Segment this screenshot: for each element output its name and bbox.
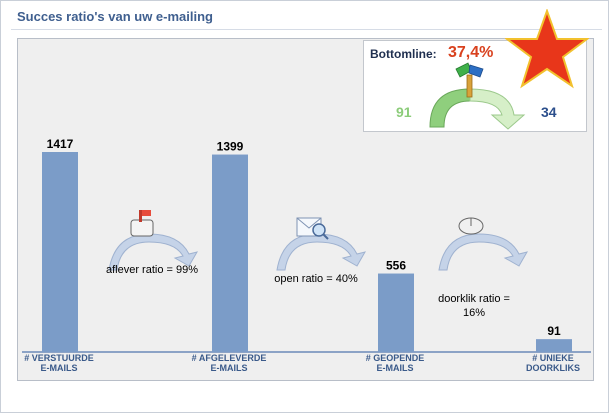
title-divider [11,29,602,30]
arrow-icon [469,88,526,130]
category-label-line: E-MAILS [376,363,414,373]
data-label-4: 91 [547,324,561,338]
page-title: Succes ratio's van uw e-mailing [17,9,213,24]
bottomline-value: 37,4% [448,44,494,61]
ratio-label-1: aflever ratio = 99% [87,263,217,277]
ratio-arrow-3 [438,233,529,271]
mailbox-icon [130,210,154,237]
ratio-label-line: open ratio = 40% [274,273,358,285]
bottomline-left-value: 91 [396,104,412,120]
ratio-label-line: aflever ratio = 99% [105,264,199,276]
data-label-1: 1417 [47,137,74,151]
category-label-line: E-MAILS [210,363,248,373]
mouse-icon [458,217,484,235]
category-label-line: # GEOPENDE [365,353,425,363]
category-label-2: # AFGELEVERDE E-MAILS [184,353,274,373]
category-label-line: E-MAILS [40,363,78,373]
category-label-line: DOORKLIKS [526,363,580,373]
bottomline-label: Bottomline: [370,47,437,61]
open-envelope-icon [296,217,329,240]
category-label-1: # VERSTUURDE E-MAILS [19,353,99,373]
category-label-4: # UNIEKE DOORKLIKS [517,353,589,373]
category-label-3: # GEOPENDE E-MAILS [355,353,435,373]
ratio-arrow-2 [276,233,367,271]
star-icon [505,9,589,89]
ratio-label-3: doorklik ratio = 16% [419,292,529,320]
ratio-label-2: open ratio = 40% [257,272,375,286]
bar-2 [212,154,248,352]
category-label-line: # AFGELEVERDE [191,353,267,363]
data-label-3: 556 [386,259,406,273]
bar-3 [378,273,414,352]
bar-chart: 1417 1399 556 91 [22,137,591,353]
bar-4 [536,339,572,352]
category-label-line: # VERSTUURDE [24,353,94,363]
bottomline-graphic [429,62,526,130]
bottomline-right-value: 34 [541,104,557,120]
ratio-arrow-1 [108,233,199,271]
category-label-line: # UNIEKE [532,353,574,363]
data-label-2: 1399 [217,140,244,154]
bar-1 [42,152,78,352]
ratio-label-line: 16% [462,307,486,319]
green-arc [429,88,471,128]
ratio-label-line: doorklik ratio = [438,293,510,305]
signpost-icon [455,62,484,98]
